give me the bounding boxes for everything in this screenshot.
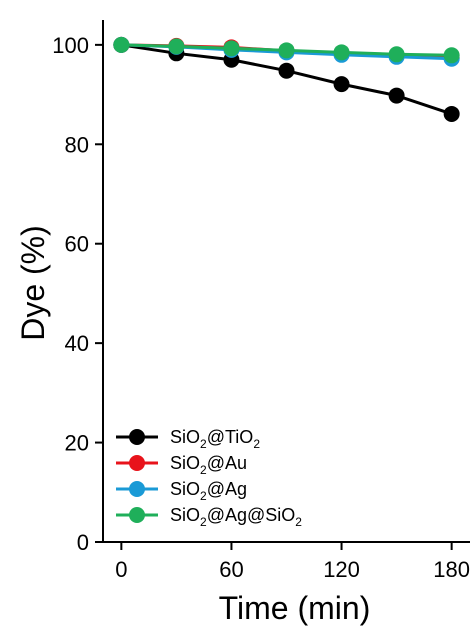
- legend-label: SiO2@Au: [170, 453, 247, 477]
- data-point: [388, 87, 405, 104]
- y-axis-title: Dye (%): [15, 225, 51, 341]
- legend-marker: [129, 455, 145, 471]
- x-tick-label: 180: [433, 557, 470, 582]
- x-tick-label: 0: [115, 557, 127, 582]
- legend-item: SiO2@TiO2: [116, 427, 260, 451]
- x-axis-title: Time (min): [219, 590, 371, 626]
- y-tick-label: 0: [77, 530, 89, 555]
- y-tick-label: 20: [65, 431, 89, 456]
- y-tick-label: 40: [65, 331, 89, 356]
- data-point: [278, 42, 295, 59]
- legend-marker: [129, 481, 145, 497]
- x-tick-label: 60: [219, 557, 243, 582]
- x-tick-label: 120: [323, 557, 360, 582]
- y-tick-label: 80: [65, 132, 89, 157]
- data-point: [333, 76, 350, 93]
- data-point: [388, 46, 405, 63]
- plot-area: [113, 36, 460, 122]
- legend-label: SiO2@Ag: [170, 479, 247, 503]
- legend-item: SiO2@Au: [116, 453, 247, 477]
- x-ticks: 0 60 120 180: [115, 542, 470, 582]
- data-point: [168, 38, 185, 55]
- series-3: [113, 36, 460, 64]
- y-tick-label: 60: [65, 232, 89, 257]
- data-point: [113, 36, 130, 53]
- data-point: [223, 40, 240, 57]
- legend-marker: [129, 429, 145, 445]
- legend-item: SiO2@Ag@SiO2: [116, 505, 302, 529]
- y-ticks: 0 20 40 60 80 100: [52, 33, 103, 555]
- legend-label: SiO2@TiO2: [170, 427, 260, 451]
- axes: [102, 20, 470, 543]
- data-point: [443, 105, 460, 122]
- data-point: [443, 47, 460, 64]
- legend-label: SiO2@Ag@SiO2: [170, 505, 302, 529]
- data-point: [278, 62, 295, 79]
- legend-marker: [129, 507, 145, 523]
- y-tick-label: 100: [52, 33, 89, 58]
- data-point: [333, 44, 350, 61]
- legend-item: SiO2@Ag: [116, 479, 247, 503]
